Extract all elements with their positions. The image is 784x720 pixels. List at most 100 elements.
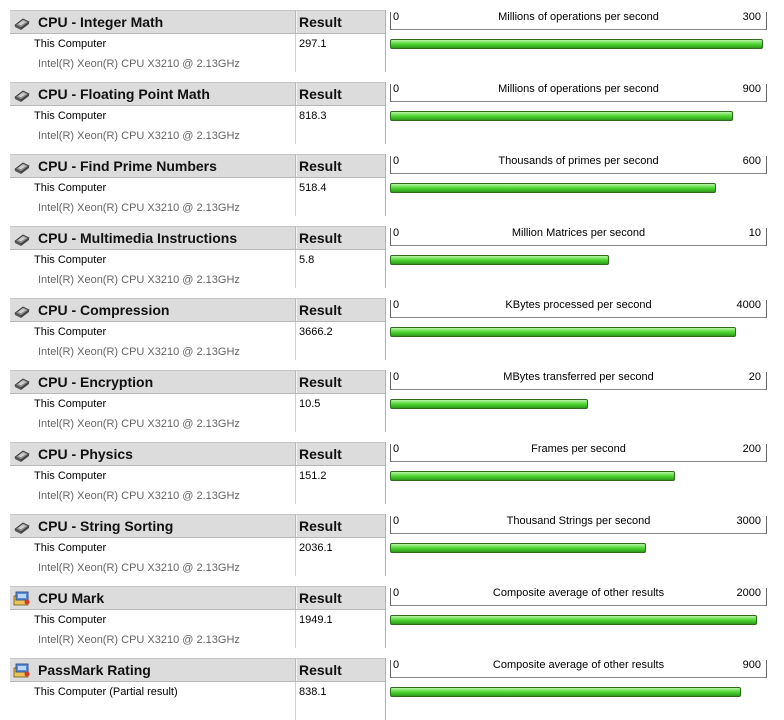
axis-min-label: 0 (393, 11, 400, 23)
axis-max-label: 900 (742, 659, 761, 671)
axis-line (390, 101, 767, 102)
result-header: CPU - Encryption Result (10, 370, 385, 394)
test-title: PassMark Rating (38, 662, 151, 678)
result-value: 3666.2 (299, 326, 333, 338)
test-title: CPU - Compression (38, 302, 170, 318)
axis-min-label: 0 (393, 443, 400, 455)
axis-unit-label: Frames per second (531, 443, 626, 455)
scale-axis: 0 Thousand Strings per second 3000 (390, 514, 767, 538)
column-divider (385, 514, 386, 576)
computer-name: This Computer (34, 110, 107, 122)
axis-tick-max (766, 444, 767, 462)
column-divider (295, 34, 296, 72)
column-divider (295, 83, 297, 105)
column-divider (385, 442, 386, 504)
result-value: 10.5 (299, 398, 321, 410)
result-value: 151.2 (299, 470, 327, 482)
test-title: CPU Mark (38, 590, 105, 606)
scale-axis: 0 Thousands of primes per second 600 (390, 154, 767, 178)
result-header: PassMark Rating Result (10, 658, 385, 682)
axis-unit-label: Million Matrices per second (511, 227, 646, 239)
result-row: CPU Mark Result This Computer Intel(R) Xeon… (0, 576, 784, 648)
cpu-chip-icon (13, 375, 31, 390)
column-divider (295, 682, 296, 720)
score-bar (390, 687, 741, 697)
test-title: CPU - Physics (38, 446, 133, 462)
score-bar (390, 399, 588, 409)
axis-tick-max (766, 12, 767, 30)
column-divider (295, 299, 297, 321)
scale-axis: 0 Millions of operations per second 300 (390, 10, 767, 34)
computer-name: This Computer (34, 38, 107, 50)
result-row: CPU - Encryption Result This Computer Intel… (0, 360, 784, 432)
score-bar (390, 327, 736, 337)
test-title: CPU - String Sorting (38, 518, 174, 534)
result-value: 518.4 (299, 182, 327, 194)
computer-name: This Computer (34, 254, 107, 266)
column-divider (295, 538, 296, 576)
axis-max-label: 10 (748, 227, 761, 239)
test-title: CPU - Encryption (38, 374, 154, 390)
axis-min-label: 0 (393, 155, 400, 167)
result-header: CPU - Integer Math Result (10, 10, 385, 34)
axis-line (390, 533, 767, 534)
axis-tick-max (766, 660, 767, 678)
axis-tick-min (390, 516, 391, 534)
column-divider (295, 443, 297, 465)
column-divider (295, 322, 296, 360)
column-divider (295, 466, 296, 504)
column-divider (385, 658, 386, 720)
result-column-label: Result (299, 230, 342, 246)
axis-unit-label: Millions of operations per second (498, 83, 659, 95)
score-bar (390, 39, 763, 49)
column-divider (385, 298, 386, 360)
result-row: CPU - String Sorting Result This Computer I… (0, 504, 784, 576)
result-value: 297.1 (299, 38, 327, 50)
result-column-label: Result (299, 14, 342, 30)
test-title: CPU - Multimedia Instructions (38, 230, 238, 246)
cpu-chip-icon (13, 231, 31, 246)
cpu-model: Intel(R) Xeon(R) CPU X3210 @ 2.13GHz (38, 418, 240, 430)
result-column-label: Result (299, 302, 342, 318)
result-row: CPU - Integer Math Result This Computer Int… (0, 0, 784, 72)
axis-unit-label: Millions of operations per second (498, 11, 659, 23)
scale-axis: 0 KBytes processed per second 4000 (390, 298, 767, 322)
cpu-model: Intel(R) Xeon(R) CPU X3210 @ 2.13GHz (38, 490, 240, 502)
result-value: 1949.1 (299, 614, 333, 626)
passmark-rating-icon (13, 663, 31, 678)
column-divider (295, 11, 297, 33)
column-divider (295, 659, 297, 681)
test-title: CPU - Floating Point Math (38, 86, 210, 102)
axis-tick-min (390, 12, 391, 30)
axis-line (390, 677, 767, 678)
column-divider (385, 586, 386, 648)
axis-line (390, 317, 767, 318)
result-column-label: Result (299, 86, 342, 102)
axis-line (390, 29, 767, 30)
axis-max-label: 300 (742, 11, 761, 23)
axis-tick-max (766, 372, 767, 390)
cpu-model: Intel(R) Xeon(R) CPU X3210 @ 2.13GHz (38, 274, 240, 286)
cpu-chip-icon (13, 159, 31, 174)
cpu-chip-icon (13, 303, 31, 318)
result-header: CPU - Multimedia Instructions Result (10, 226, 385, 250)
computer-name: This Computer (34, 542, 107, 554)
scale-axis: 0 Millions of operations per second 900 (390, 82, 767, 106)
axis-max-label: 20 (748, 371, 761, 383)
result-row: PassMark Rating Result This Computer (Part… (0, 648, 784, 720)
passmark-rating-icon (13, 591, 31, 606)
axis-tick-max (766, 516, 767, 534)
column-divider (295, 515, 297, 537)
axis-max-label: 2000 (736, 587, 761, 599)
axis-line (390, 245, 767, 246)
axis-tick-min (390, 300, 391, 318)
cpu-model: Intel(R) Xeon(R) CPU X3210 @ 2.13GHz (38, 58, 240, 70)
axis-tick-min (390, 660, 391, 678)
axis-unit-label: KBytes processed per second (505, 299, 652, 311)
scale-axis: 0 Million Matrices per second 10 (390, 226, 767, 250)
cpu-model: Intel(R) Xeon(R) CPU X3210 @ 2.13GHz (38, 634, 240, 646)
column-divider (295, 227, 297, 249)
result-column-label: Result (299, 158, 342, 174)
column-divider (295, 394, 296, 432)
score-bar (390, 183, 716, 193)
